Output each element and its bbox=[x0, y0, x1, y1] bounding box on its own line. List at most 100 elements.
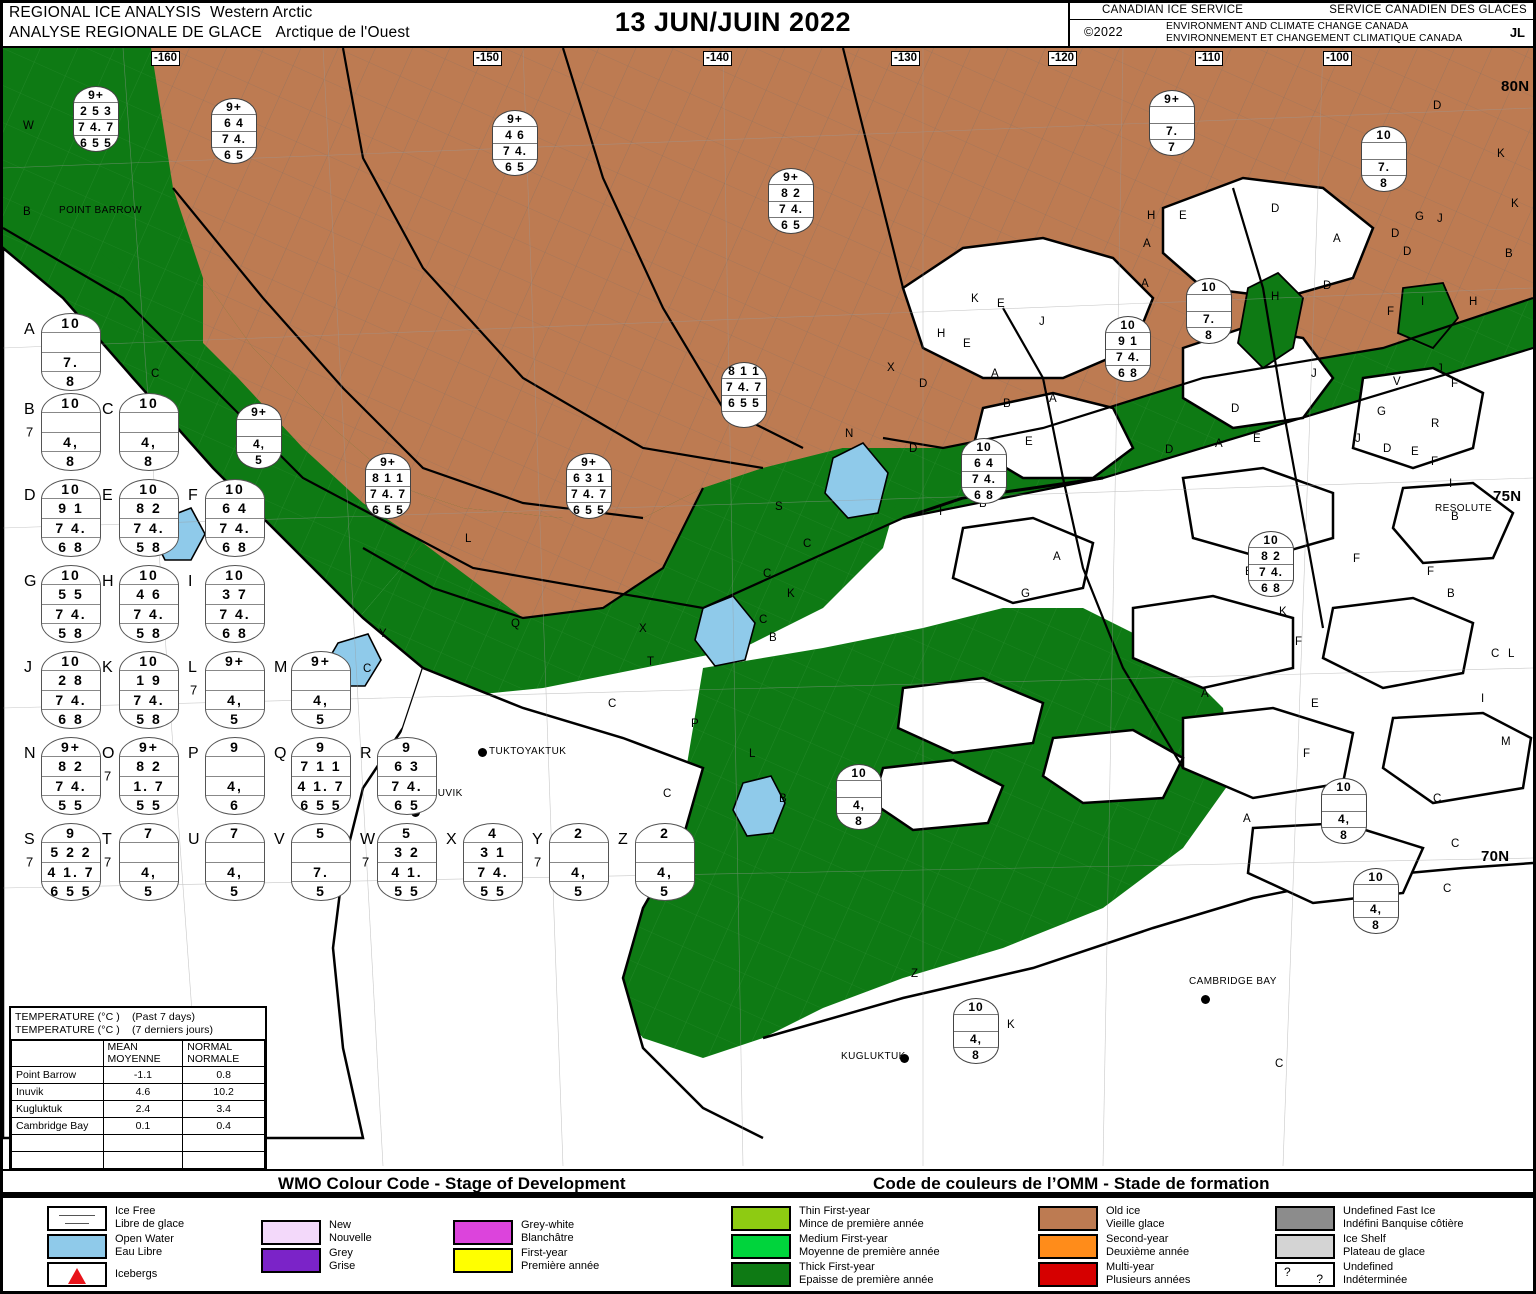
legend-item: Ice Shelf Plateau de glace bbox=[1275, 1232, 1463, 1260]
egg-row: 9 bbox=[206, 738, 264, 758]
egg-row: 4, bbox=[292, 691, 350, 710]
egg-index-label: Z bbox=[618, 831, 628, 848]
egg-row bbox=[550, 843, 608, 863]
egg-row: 4 1. 7 bbox=[292, 777, 350, 796]
temperature-normal: 3.4 bbox=[182, 1100, 265, 1118]
egg-row: 5 bbox=[230, 882, 240, 899]
region-letter-d9: D bbox=[1165, 444, 1174, 456]
ice-chart-map[interactable]: -160 -150 -140 -130 -120 -110 -100 80N 7… bbox=[3, 48, 1533, 1166]
temperature-row: Inuvik 4.6 10.2 bbox=[11, 1083, 265, 1101]
region-letter-c13: C bbox=[1275, 1058, 1284, 1070]
egg-index-prefix: 7 bbox=[104, 854, 112, 870]
egg-row: 5 bbox=[316, 710, 326, 727]
egg-index-diagram: 2 4, 5 bbox=[635, 823, 695, 901]
temperature-title: TEMPERATURE (°C ) (Past 7 days) TEMPERAT… bbox=[11, 1008, 265, 1040]
egg-row: 6 5 5 bbox=[80, 136, 112, 151]
egg-index-prefix: 7 bbox=[26, 424, 34, 440]
title-en: REGIONAL ICE ANALYSIS bbox=[9, 4, 201, 21]
legend-label-en: Undefined bbox=[1343, 1261, 1394, 1273]
egg-row: 5 bbox=[255, 453, 263, 468]
egg-row bbox=[636, 843, 694, 863]
legend-text: Icebergs bbox=[115, 1262, 157, 1287]
legend-text: Undefined Indéterminée bbox=[1343, 1261, 1407, 1287]
region-letter-a1: A bbox=[991, 368, 999, 380]
legend-label-fr: Grise bbox=[329, 1260, 356, 1272]
egg-row: 6 5 5 bbox=[300, 796, 342, 813]
egg-row: 9 bbox=[378, 738, 436, 758]
region-letter-d3: D bbox=[1271, 203, 1280, 215]
region-letter-a3: A bbox=[1143, 238, 1151, 250]
egg-row: 7 4. 7 bbox=[722, 379, 766, 396]
egg-row bbox=[837, 781, 881, 798]
legend-text: Thick First-year Epaisse de première anné… bbox=[799, 1261, 934, 1287]
region-letter-g2: G bbox=[1415, 211, 1425, 223]
egg-row: 8 2 bbox=[42, 757, 100, 777]
legend-label-en: Second-year bbox=[1106, 1233, 1169, 1245]
colour-swatch bbox=[261, 1247, 321, 1273]
colour-swatch bbox=[453, 1247, 513, 1273]
egg-row: 7 4. bbox=[206, 519, 264, 538]
egg-row: 7 4. bbox=[42, 777, 100, 796]
egg-index-diagram: 10 4, 8 bbox=[41, 393, 101, 471]
legend-label-fr: Indéfini Banquise côtière bbox=[1343, 1218, 1464, 1230]
egg-row: 9+ bbox=[1150, 91, 1194, 108]
legend-label-en: Icebergs bbox=[115, 1267, 158, 1280]
egg-row bbox=[206, 843, 264, 863]
region-letter-c8: C bbox=[663, 788, 672, 800]
egg-index-label: F bbox=[188, 487, 198, 504]
legend-label-en: Undefined Fast Ice bbox=[1343, 1205, 1436, 1217]
egg-row: 4, bbox=[837, 798, 881, 814]
ice-free-swatch bbox=[47, 1205, 107, 1231]
region-letter-g1: G bbox=[1021, 588, 1031, 600]
iceberg-triangle bbox=[68, 1267, 86, 1284]
egg-row: 7 4. bbox=[120, 605, 178, 624]
lon-label--100: -100 bbox=[1323, 51, 1353, 66]
egg-row: 7 4. bbox=[769, 202, 813, 218]
egg-row: 9+ bbox=[567, 454, 611, 471]
egg-row: 4, bbox=[550, 863, 608, 882]
egg-index-label: U bbox=[188, 831, 200, 848]
undefined-swatch: ?? bbox=[1275, 1261, 1335, 1287]
egg-row: 10 bbox=[1362, 127, 1406, 144]
egg-row: 7 bbox=[206, 824, 264, 844]
egg-row: 9+ bbox=[237, 404, 281, 421]
region-letter-d5: D bbox=[1323, 280, 1332, 292]
temperature-row bbox=[11, 1134, 265, 1152]
egg-row: 4, bbox=[206, 863, 264, 882]
egg-row: 4, bbox=[120, 863, 178, 882]
legend-label-en: Old ice bbox=[1106, 1205, 1141, 1217]
egg-row bbox=[722, 412, 766, 427]
egg-row: 2 8 bbox=[42, 671, 100, 691]
temp-col-normal: NORMAL NORMALE bbox=[182, 1040, 265, 1067]
lon-label--110: -110 bbox=[1195, 51, 1224, 66]
egg-row: 9+ bbox=[42, 738, 100, 758]
place-label-point-barrow: POINT BARROW bbox=[59, 205, 142, 216]
lon-label--130: -130 bbox=[891, 51, 921, 66]
egg-row: 6 8 bbox=[222, 538, 248, 555]
egg-row: 5 5 bbox=[42, 585, 100, 605]
egg-row: 9+ bbox=[212, 99, 256, 116]
egg-row: 5 8 bbox=[58, 624, 84, 641]
egg-row: 7 4. 7 bbox=[567, 487, 611, 503]
region-letter-k2: K bbox=[971, 293, 979, 305]
copyright-notice: ©2022 bbox=[1084, 25, 1124, 39]
region-letter-j1: J bbox=[1039, 316, 1045, 328]
title-fr: ANALYSE REGIONALE DE GLACE bbox=[9, 24, 262, 41]
egg-row: 7 4. 7 bbox=[366, 487, 410, 503]
temperature-normal: 0.4 bbox=[182, 1117, 265, 1135]
egg-index-entry-z: Z 2 4, 5 bbox=[618, 823, 695, 901]
egg-row: 8 bbox=[1340, 828, 1348, 843]
egg-row: 6 4 bbox=[206, 499, 264, 519]
legend-text: Grey-white Blanchâtre bbox=[521, 1219, 574, 1245]
region-letter-m1: M bbox=[1501, 736, 1511, 748]
region-letter-c10: C bbox=[1433, 793, 1442, 805]
egg-row: 7. bbox=[42, 353, 100, 372]
egg-row: 6 5 bbox=[505, 160, 525, 175]
place-dot-cambridge-bay bbox=[1201, 995, 1210, 1004]
